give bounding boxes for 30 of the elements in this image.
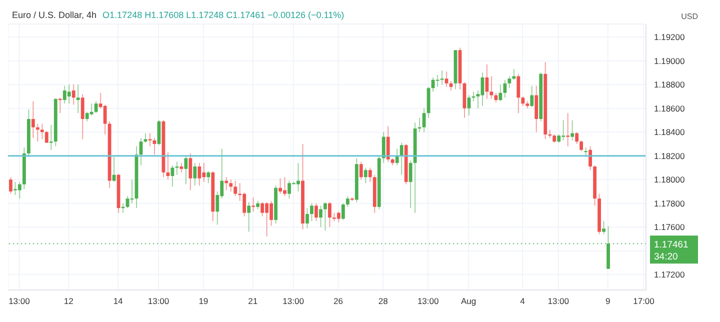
y-tick-label: 1.18400 [654, 127, 685, 138]
y-tick-label: 1.18600 [654, 103, 685, 114]
chart-title: Euro / U.S. Dollar, 4h [12, 10, 97, 20]
y-tick-label: 1.17800 [654, 198, 685, 208]
y-tick-label: 1.19200 [654, 32, 685, 42]
y-tick-label: 1.18200 [654, 150, 685, 161]
x-tick-label: 13:00 [8, 296, 30, 306]
x-tick-label: 28 [378, 296, 388, 306]
text: O1.17248 H1.17608 L1.17248 C1.17461 −0.00126 (−0.11%) [102, 10, 344, 20]
x-tick-label: 12 [64, 296, 74, 306]
x-tick-label: 9 [605, 296, 610, 306]
text: 34:20 [654, 252, 678, 263]
y-tick-label: 1.18000 [654, 174, 685, 185]
x-tick-label: 13:00 [148, 296, 170, 306]
x-tick-label: 13:00 [417, 296, 439, 306]
y-tick-label: 1.19000 [654, 56, 685, 66]
y-tick-label: 1.17600 [654, 222, 685, 232]
y-tick-label: 1.18800 [654, 80, 685, 90]
x-tick-label: 17:00 [633, 296, 655, 306]
y-axis-title: USD [681, 12, 698, 21]
x-tick-label: 4 [520, 296, 526, 306]
ref-line-label: 1.17461 [654, 240, 688, 251]
y-tick-label: 1.17200 [654, 270, 685, 280]
x-tick-label: 26 [334, 296, 344, 306]
x-tick-label: 14 [113, 296, 124, 306]
x-tick-label: Aug [460, 296, 476, 306]
x-tick-label: 19 [198, 296, 208, 306]
x-tick-label: 13:00 [548, 296, 570, 306]
x-tick-label: 21 [248, 296, 258, 306]
x-tick-label: 13:00 [282, 296, 304, 306]
